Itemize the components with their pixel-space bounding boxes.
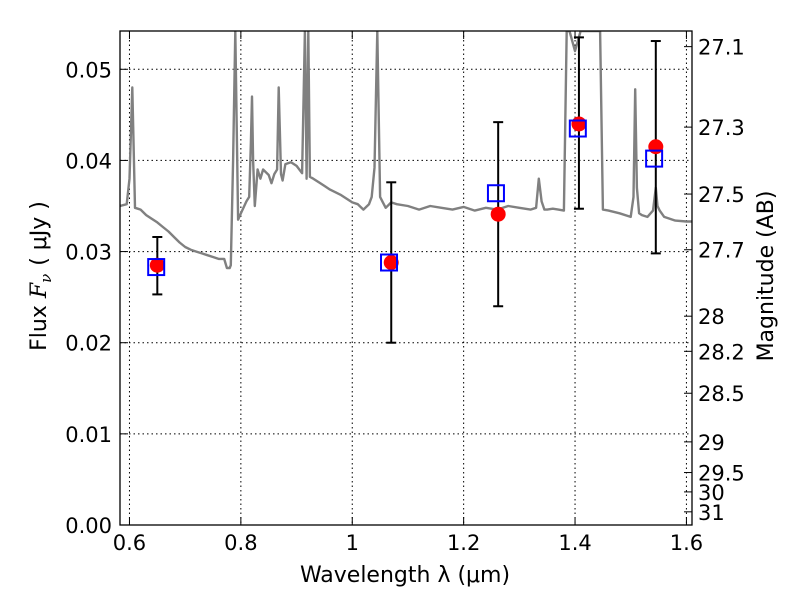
y-tick-label: 0.04 <box>65 149 112 173</box>
model-photometry-square <box>568 119 587 138</box>
model-photometry-square <box>645 149 664 168</box>
y-axis-left-label-unit: ( μJy ) <box>27 201 52 266</box>
model-photometry-square <box>486 184 505 203</box>
x-tick-label: 1.6 <box>670 531 703 555</box>
right-tick-label: 29.5 <box>698 462 745 486</box>
x-tick-label: 1.2 <box>447 531 480 555</box>
x-tick-label: 0.6 <box>113 531 146 555</box>
right-tick-label: 27.3 <box>698 116 745 140</box>
right-tick-label: 30 <box>698 481 725 505</box>
observed-point <box>571 116 587 132</box>
y-axis-left-label-sub: ν <box>37 274 55 283</box>
x-axis-label: Wavelength λ (μm) <box>300 563 510 588</box>
model-spectrum <box>120 31 692 270</box>
model-photometry-square <box>147 258 166 277</box>
y-axis-left-label: Flux Fν ( μJy ) <box>27 201 55 351</box>
x-tick-label: 1 <box>346 531 359 555</box>
y-tick-label: 0.01 <box>65 423 112 447</box>
x-tick-label: 0.8 <box>224 531 257 555</box>
plot-frame <box>119 30 693 526</box>
y-tick-label: 0.05 <box>65 58 112 82</box>
x-tick-label: 1.4 <box>558 531 591 555</box>
y-axis-left-label-text: Flux <box>27 305 52 351</box>
observed-point <box>383 255 399 271</box>
model-spectrum-line <box>120 31 692 270</box>
right-tick-label: 27.5 <box>698 183 745 207</box>
axis-ticks: 0.6 0.8 1 1.2 1.4 1.6 0.00 0.01 0.02 0.03 0.04 0.05… <box>65 31 745 555</box>
y-axis-left-label-symbol: F <box>27 282 52 299</box>
model-photometry-square <box>380 253 399 272</box>
y-tick-label: 0.00 <box>65 514 112 538</box>
y-tick-label: 0.03 <box>65 241 112 265</box>
right-tick-label: 27.1 <box>698 36 745 60</box>
right-tick-label: 29 <box>698 431 725 455</box>
x-axis-label-text: Wavelength λ <box>300 563 451 588</box>
right-tick-label: 28.5 <box>698 382 745 406</box>
y-tick-label: 0.02 <box>65 332 112 356</box>
y-axis-right-label: Magnitude (AB) <box>754 191 779 362</box>
right-tick-label: 28.2 <box>698 340 745 364</box>
right-tick-label: 28 <box>698 305 725 329</box>
x-axis-label-unit: (μm) <box>457 563 510 588</box>
observed-point <box>648 139 664 155</box>
right-tick-label: 27.7 <box>698 239 745 263</box>
data-points <box>147 116 664 277</box>
right-tick-label: 31 <box>698 501 725 525</box>
observed-point <box>490 206 506 222</box>
observed-point <box>149 257 165 273</box>
